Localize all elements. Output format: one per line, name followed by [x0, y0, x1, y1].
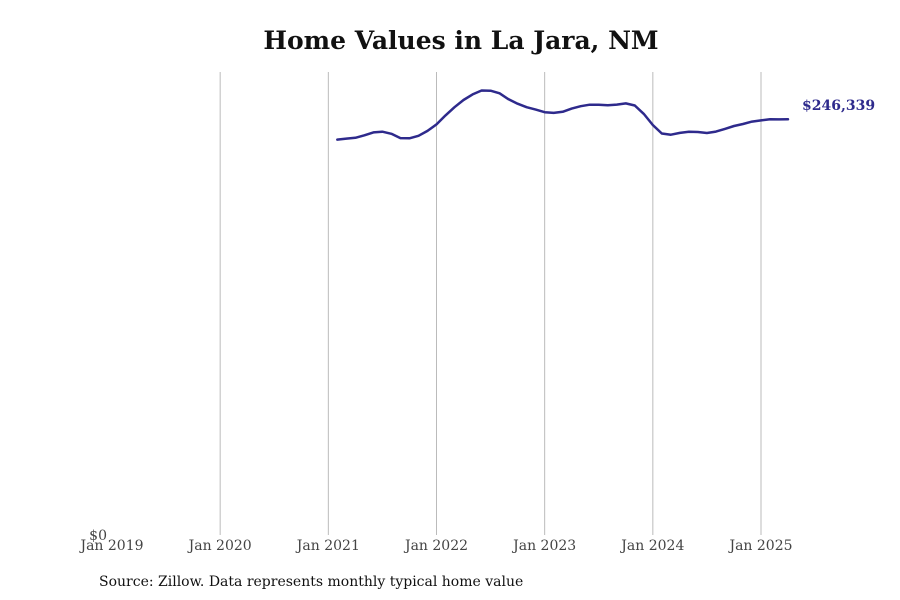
tick-layer: Jan 2019 Jan 2020 Jan 2021 Jan 2022 Jan 2023… [78, 528, 792, 554]
x-tick-label: Jan 2020 [187, 538, 252, 554]
chart-title: Home Values in La Jara, NM [263, 26, 659, 55]
x-tick-label: Jan 2021 [295, 538, 360, 554]
series-line [336, 89, 790, 141]
y-tick-label: $0 [89, 528, 107, 544]
x-tick-label: Jan 2022 [403, 538, 468, 554]
end-value-label: $246,339 [802, 98, 875, 114]
source-note: Source: Zillow. Data represents monthly … [99, 574, 524, 590]
x-tick-label: Jan 2023 [511, 538, 576, 554]
x-tick-label: Jan 2025 [727, 538, 792, 554]
x-tick-label: Jan 2024 [619, 538, 684, 554]
grid-layer [219, 72, 762, 535]
line-layer: $246,339 [336, 89, 875, 141]
x-tick-label: Jan 2019 [78, 538, 143, 554]
